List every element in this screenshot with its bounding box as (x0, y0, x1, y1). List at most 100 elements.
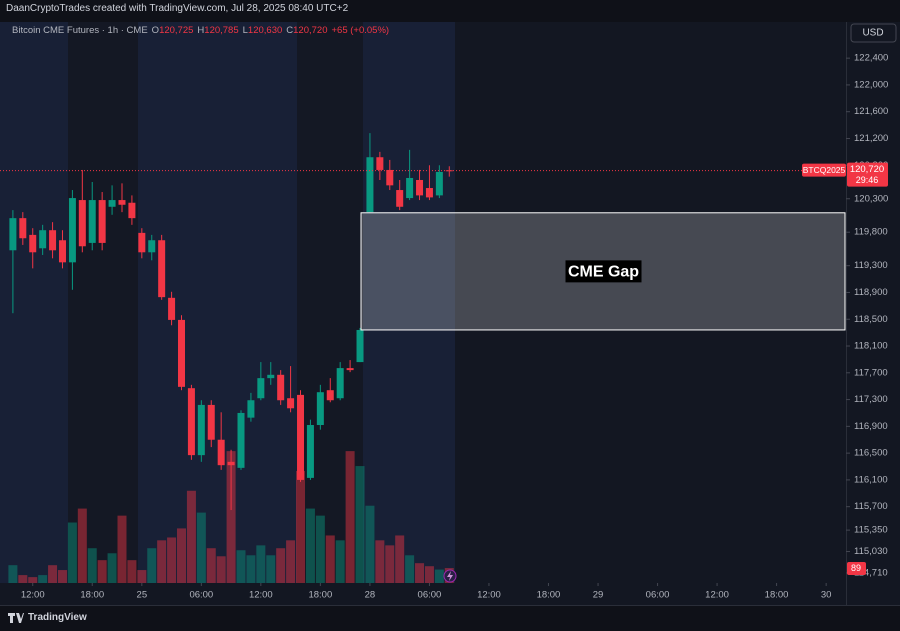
volume-bar (157, 540, 167, 583)
y-tick-label: 122,000 (854, 79, 888, 90)
y-tick-label: 116,900 (854, 421, 888, 432)
ohlc-value: 120,725 (159, 25, 194, 36)
x-tick-label: 18:00 (80, 590, 104, 601)
y-tick-label: 118,100 (854, 341, 888, 352)
candle-body (247, 400, 255, 418)
volume-bar (434, 569, 444, 583)
price-label: 120,720 (850, 164, 884, 175)
ohlc-key: O (151, 25, 160, 36)
volume-label: 89 (851, 563, 861, 573)
candle-body (197, 404, 205, 456)
candle-body (366, 157, 374, 213)
volume-bar (97, 560, 107, 583)
candle-body (257, 378, 265, 399)
volume-bar (67, 522, 77, 583)
candle-body (306, 425, 314, 478)
candle-body (316, 392, 324, 426)
candle-body (445, 170, 453, 172)
candle-body (227, 461, 235, 466)
volume-bar (365, 505, 375, 583)
y-tick-label: 115,700 (854, 501, 888, 512)
logo-icon (8, 612, 24, 623)
x-tick-label: 28 (365, 590, 376, 601)
candle-body (376, 157, 384, 170)
gap-label-bg (565, 260, 642, 283)
footer-bar (0, 606, 900, 631)
candle-body (287, 398, 295, 409)
candle-body (207, 404, 215, 440)
x-tick-label: 12:00 (705, 590, 729, 601)
y-tick-label: 121,200 (854, 133, 888, 144)
header-text: DaanCryptoTrades created with TradingVie… (6, 3, 349, 14)
y-tick-label: 114,710 (854, 567, 888, 578)
candle-body (39, 230, 47, 249)
volume-bar (77, 508, 87, 583)
candle-body (148, 240, 156, 253)
volume-bar (415, 563, 425, 583)
currency-label: USD (862, 28, 883, 39)
volume-bar (206, 548, 216, 583)
volume-bar (18, 575, 28, 583)
x-tick-label: 30 (821, 590, 832, 601)
volume-bar (286, 540, 296, 583)
y-tick-label: 122,400 (854, 53, 888, 64)
volume-bar (87, 548, 97, 583)
volume-bar (38, 575, 48, 583)
candle-body (128, 202, 136, 219)
currency-button[interactable] (850, 23, 897, 43)
y-tick-label: 119,800 (854, 227, 888, 238)
volume-bar (8, 565, 18, 583)
candle-body (68, 198, 76, 263)
candle-body (396, 190, 404, 207)
volume-bar (176, 528, 186, 583)
volume-bar (296, 470, 306, 583)
x-tick-label: 12:00 (21, 590, 45, 601)
volume-bar (375, 540, 385, 583)
volume-bar (345, 451, 355, 583)
volume-bar (355, 466, 365, 583)
candle-body (386, 169, 394, 186)
session-bg (0, 22, 68, 583)
ohlc-item: O120,725 (152, 25, 194, 36)
volume-bar (335, 540, 345, 583)
candle-body (237, 412, 245, 468)
countdown-label: 29:46 (856, 175, 879, 185)
volume-bar (167, 537, 177, 583)
ohlc-item: L120,630 (243, 25, 283, 36)
gap-label: CME Gap (568, 264, 639, 281)
volume-bar (48, 565, 58, 583)
candle-body (19, 218, 27, 239)
ohlc-value: 120,785 (204, 25, 239, 36)
y-tick-label: 115,030 (854, 546, 888, 557)
y-tick-label: 119,300 (854, 260, 888, 271)
volume-bar (236, 550, 246, 583)
volume-bar (395, 535, 405, 583)
volume-bar (127, 560, 137, 583)
volume-bar (325, 535, 335, 583)
x-tick-label: 06:00 (646, 590, 670, 601)
volume-bar (28, 577, 38, 583)
candle-body (78, 200, 86, 247)
ohlc-key: C (286, 25, 294, 36)
ohlc-value: 120,720 (293, 25, 328, 36)
candle-body (406, 177, 414, 199)
volume-bar (305, 508, 315, 583)
volume-badge (847, 562, 866, 576)
y-tick-label: 120,300 (854, 193, 888, 204)
y-tick-label: 116,100 (854, 474, 888, 485)
candle-body (98, 200, 106, 243)
candle-body (29, 234, 37, 253)
candle-body (138, 232, 146, 253)
session-bg (297, 22, 363, 583)
session-bg (363, 22, 455, 583)
ohlc-value: 120,630 (247, 25, 283, 36)
y-tick-label: 118,500 (854, 314, 888, 325)
session-bg (68, 22, 138, 583)
candle-body (336, 368, 344, 399)
candle-body (158, 240, 166, 298)
candle-body (177, 319, 185, 387)
y-tick-label: 117,700 (854, 367, 888, 378)
volume-bar (117, 515, 127, 583)
header-bar (0, 0, 900, 22)
